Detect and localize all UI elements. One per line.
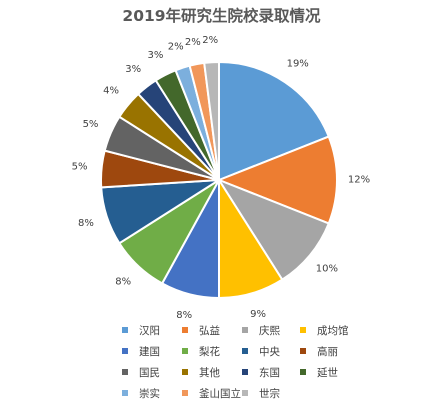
- slice-data-label: 5%: [72, 161, 88, 172]
- slice-data-label: 12%: [348, 175, 370, 186]
- pie-slice-1: [218, 60, 331, 182]
- pie-slice-15: [203, 60, 220, 181]
- slice-data-label: 10%: [316, 264, 338, 275]
- slice-data-label: 8%: [176, 310, 192, 321]
- slice-data-label: 5%: [83, 119, 99, 130]
- slice-data-label: 2%: [185, 37, 201, 48]
- chart-title: 2019年研究生院校录取情况: [122, 7, 321, 25]
- slice-data-label: 2%: [168, 41, 184, 52]
- pie-data-labels: 19%12%10%9%8%8%8%5%5%4%3%3%2% 2% 2%: [72, 35, 370, 321]
- slice-data-label: 3%: [125, 64, 141, 75]
- slice-data-label: 3%: [147, 50, 163, 61]
- slice-data-label: 8%: [78, 218, 94, 229]
- slice-data-label: 8%: [115, 277, 131, 288]
- slice-data-label: 4%: [103, 85, 119, 96]
- slice-data-label: 19%: [287, 59, 309, 70]
- slice-data-label: 9%: [250, 309, 266, 320]
- pie-slice-3: [216, 177, 331, 282]
- pie-slice-2: [216, 135, 338, 225]
- pie-slices: [99, 60, 338, 300]
- slice-data-label: 2%: [202, 35, 218, 46]
